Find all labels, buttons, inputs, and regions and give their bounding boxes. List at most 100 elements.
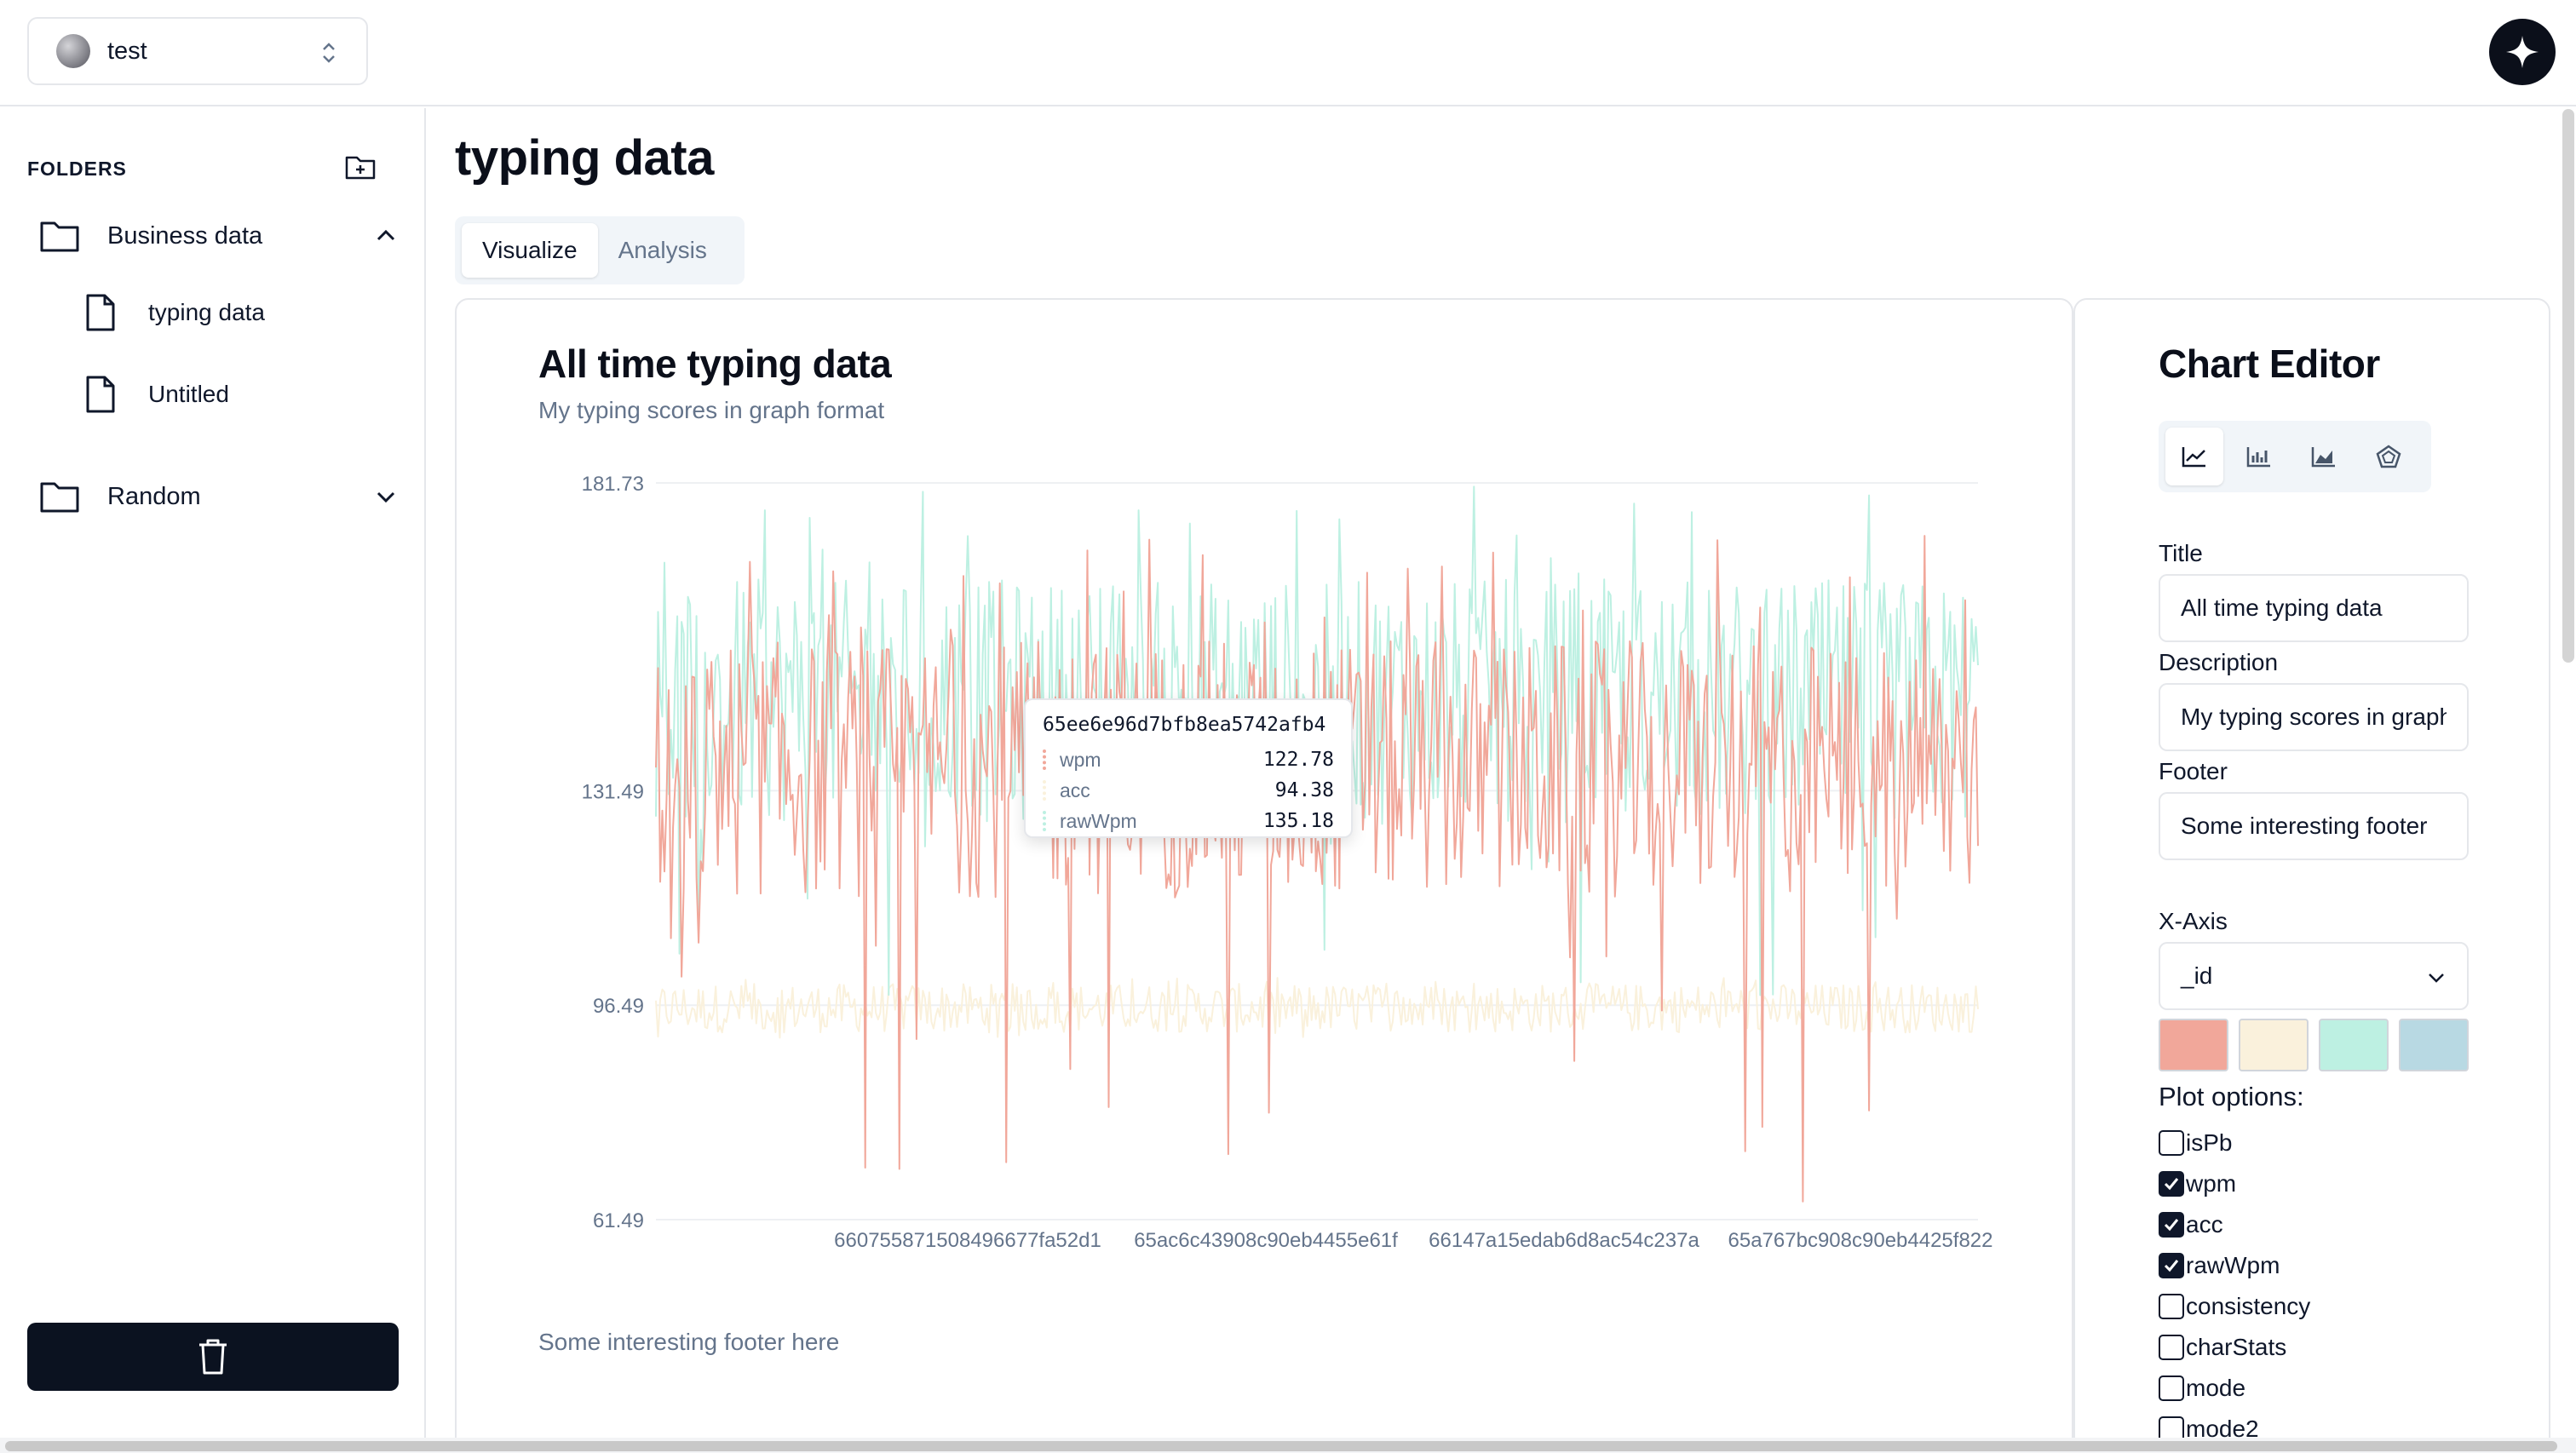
plot-option[interactable]: wpm [2159,1163,2310,1204]
title-label: Title [2159,540,2203,566]
plot-option-label: charStats [2186,1334,2287,1360]
color-swatch[interactable] [2319,1019,2389,1071]
tooltip-row: acc 94.38 [1043,775,1334,806]
tooltip-series-value: 122.78 [1262,749,1334,771]
plot-option[interactable]: rawWpm [2159,1245,2310,1286]
checkbox[interactable] [2159,1212,2184,1238]
editor-title: Chart Editor [2159,342,2380,386]
xaxis-selected-value: _id [2181,962,2213,989]
folder-icon [40,482,79,513]
vertical-scrollbar[interactable] [2562,109,2574,663]
bar-chart-button[interactable] [2230,428,2288,485]
y-tick-label: 61.49 [593,1209,644,1232]
chart-type-selector [2159,421,2431,492]
file-icon [86,294,115,331]
check-icon [2164,1219,2179,1232]
plot-option-label: acc [2186,1211,2223,1238]
y-tick-label: 181.73 [582,473,644,496]
typing-chart[interactable]: 181.73 131.49 96.49 61.49 660755871508496677… [457,300,2075,1322]
file-typing-data[interactable]: typing data [83,287,390,338]
folders-heading: FOLDERS [27,158,127,180]
footer-input[interactable] [2159,792,2469,860]
y-tick-label: 96.49 [593,995,644,1018]
file-untitled[interactable]: Untitled [83,369,390,420]
chevron-up-icon[interactable] [375,226,397,246]
bar-chart-icon [2246,447,2270,468]
workspace-selector[interactable]: test [27,17,368,85]
tooltip-swatch [1043,749,1046,770]
color-swatch[interactable] [2399,1019,2469,1071]
page-title: typing data [455,130,714,186]
x-tick-label: 66147a15edab6d8ac54c237a [1429,1229,1699,1252]
tab-visualize[interactable]: Visualize [462,223,598,278]
ai-assistant-button[interactable] [2489,19,2556,85]
plot-option[interactable]: charStats [2159,1327,2310,1368]
checkbox[interactable] [2159,1171,2184,1197]
tooltip-series-name: wpm [1060,748,1101,771]
tooltip-title: 65ee6e96d7bfb8ea5742afb4 [1043,714,1326,736]
plot-option[interactable]: consistency [2159,1286,2310,1327]
tooltip-series-name: acc [1060,778,1090,801]
area-chart-icon [2311,447,2335,468]
line-chart-icon [2182,447,2205,468]
description-label: Description [2159,649,2279,675]
folder-random[interactable]: Random [39,471,397,522]
plot-options-label: Plot options: [2159,1082,2304,1111]
title-input[interactable] [2159,574,2469,642]
checkbox[interactable] [2159,1294,2184,1319]
delete-button[interactable] [27,1323,399,1391]
view-tabs: Visualize Analysis [455,216,745,284]
description-input[interactable] [2159,683,2469,751]
chevron-down-icon [2429,973,2444,983]
line-chart-button[interactable] [2165,428,2223,485]
chart-description: My typing scores in graph format [538,397,885,423]
check-icon [2164,1260,2179,1272]
y-tick-label: 131.49 [582,780,644,803]
workspace-name: test [107,37,147,65]
tooltip-swatch [1043,811,1046,831]
sidebar: FOLDERS Business data typing data Untitl… [0,108,426,1453]
plot-option[interactable]: acc [2159,1204,2310,1245]
sparkle-icon [2506,36,2539,68]
check-icon [2164,1178,2179,1191]
color-swatch[interactable] [2239,1019,2309,1071]
checkbox[interactable] [2159,1375,2184,1401]
chart-footer: Some interesting footer here [538,1329,840,1355]
folder-icon [40,221,79,252]
new-folder-icon[interactable] [344,152,377,181]
color-swatch[interactable] [2159,1019,2228,1071]
checkbox[interactable] [2159,1253,2184,1278]
area-chart-button[interactable] [2295,428,2353,485]
checkbox[interactable] [2159,1335,2184,1360]
xaxis-label: X-Axis [2159,908,2228,934]
chart-title: All time typing data [538,342,892,386]
folder-label: Random [107,482,201,510]
x-tick-label: 65a767bc908c90eb4425f822 [1728,1229,1993,1252]
tab-analysis[interactable]: Analysis [618,237,707,263]
workspace-avatar [56,34,90,68]
chart-card: All time typing data My typing scores in… [455,298,2073,1453]
chart-tooltip: 65ee6e96d7bfb8ea5742afb4 wpm 122.78 acc … [1024,698,1353,838]
top-bar: test [0,0,2576,106]
checkbox[interactable] [2159,1130,2184,1156]
folder-business-data[interactable]: Business data [39,210,397,261]
chevron-down-icon[interactable] [375,486,397,507]
plot-option[interactable]: mode [2159,1368,2310,1409]
x-tick-label: 660755871508496677fa52d1 [834,1229,1101,1252]
plot-option[interactable]: isPb [2159,1123,2310,1163]
plot-options-list: isPb wpm acc rawWpm consistency charStat… [2159,1123,2310,1450]
horizontal-scrollbar[interactable] [0,1438,2576,1453]
tooltip-swatch [1043,780,1046,801]
plot-option-label: mode2 [2186,1416,2259,1442]
tooltip-series-value: 135.18 [1262,810,1334,832]
scrollbar-thumb[interactable] [5,1441,2557,1451]
tooltip-series-value: 94.38 [1274,779,1334,801]
x-tick-label: 65ac6c43908c90eb4455e61f [1134,1229,1398,1252]
xaxis-select[interactable]: _id [2159,942,2469,1010]
series-line-acc [655,977,1979,1039]
chevron-up-down-icon [323,43,335,63]
plot-option-label: rawWpm [2186,1252,2280,1278]
file-icon [86,376,115,413]
radar-chart-button[interactable] [2360,428,2418,485]
tooltip-row: wpm 122.78 [1043,744,1334,775]
